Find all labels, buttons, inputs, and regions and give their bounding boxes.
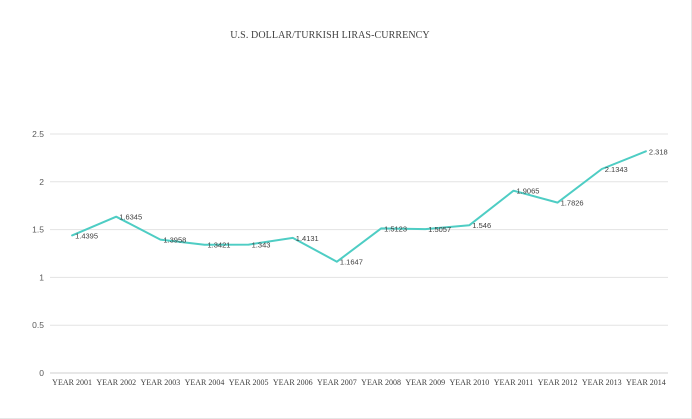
x-tick-label: YEAR 2011 bbox=[494, 378, 533, 387]
data-label: 1.5057 bbox=[428, 225, 451, 234]
data-label: 1.4395 bbox=[75, 231, 98, 240]
x-tick-label: YEAR 2006 bbox=[273, 378, 313, 387]
data-label: 1.4131 bbox=[296, 234, 319, 243]
data-label: 2.1343 bbox=[605, 165, 628, 174]
data-label: 1.546 bbox=[472, 221, 491, 230]
y-axis-ticks: 0 0.5 1 1.5 2 2.5 bbox=[32, 129, 44, 378]
data-label: 1.7826 bbox=[561, 199, 584, 208]
x-tick-label: YEAR 2004 bbox=[185, 378, 225, 387]
series-line bbox=[71, 150, 647, 263]
chart-title: U.S. DOLLAR/TURKISH LIRAS-CURRENCY bbox=[230, 30, 430, 41]
x-tick-label: YEAR 2005 bbox=[229, 378, 269, 387]
x-tick-label: YEAR 2013 bbox=[582, 378, 622, 387]
data-label: 1.1647 bbox=[340, 258, 363, 267]
x-tick-label: YEAR 2008 bbox=[361, 378, 401, 387]
x-tick-label: YEAR 2001 bbox=[52, 378, 92, 387]
data-label: 1.5123 bbox=[384, 224, 407, 233]
x-axis-ticks: YEAR 2001 YEAR 2002 YEAR 2003 YEAR 2004 YEAR… bbox=[52, 378, 666, 387]
x-tick-label: YEAR 2010 bbox=[449, 378, 489, 387]
data-label: 1.3421 bbox=[208, 241, 231, 250]
y-tick-label: 2.5 bbox=[32, 129, 44, 139]
x-tick-label: YEAR 2014 bbox=[626, 378, 666, 387]
y-tick-label: 2 bbox=[39, 177, 44, 187]
data-labels: 1.4395 1.6345 1.3958 1.3421 1.343 1.4131 1.164… bbox=[75, 147, 668, 266]
series-line-path bbox=[71, 150, 647, 263]
x-tick-label: YEAR 2002 bbox=[96, 378, 136, 387]
x-tick-label: YEAR 2009 bbox=[405, 378, 445, 387]
y-tick-label: 0 bbox=[39, 368, 44, 378]
x-tick-label: YEAR 2003 bbox=[140, 378, 180, 387]
y-tick-label: 1 bbox=[39, 272, 44, 282]
data-label: 2.318 bbox=[649, 147, 668, 156]
data-label: 1.343 bbox=[252, 241, 271, 250]
data-label: 1.9065 bbox=[517, 187, 540, 196]
data-label: 1.3958 bbox=[163, 236, 186, 245]
y-tick-label: 0.5 bbox=[32, 320, 44, 330]
gridlines bbox=[50, 133, 668, 374]
x-tick-label: YEAR 2007 bbox=[317, 378, 357, 387]
x-tick-label: YEAR 2012 bbox=[538, 378, 578, 387]
data-label: 1.6345 bbox=[119, 213, 142, 222]
y-tick-label: 1.5 bbox=[32, 225, 44, 235]
